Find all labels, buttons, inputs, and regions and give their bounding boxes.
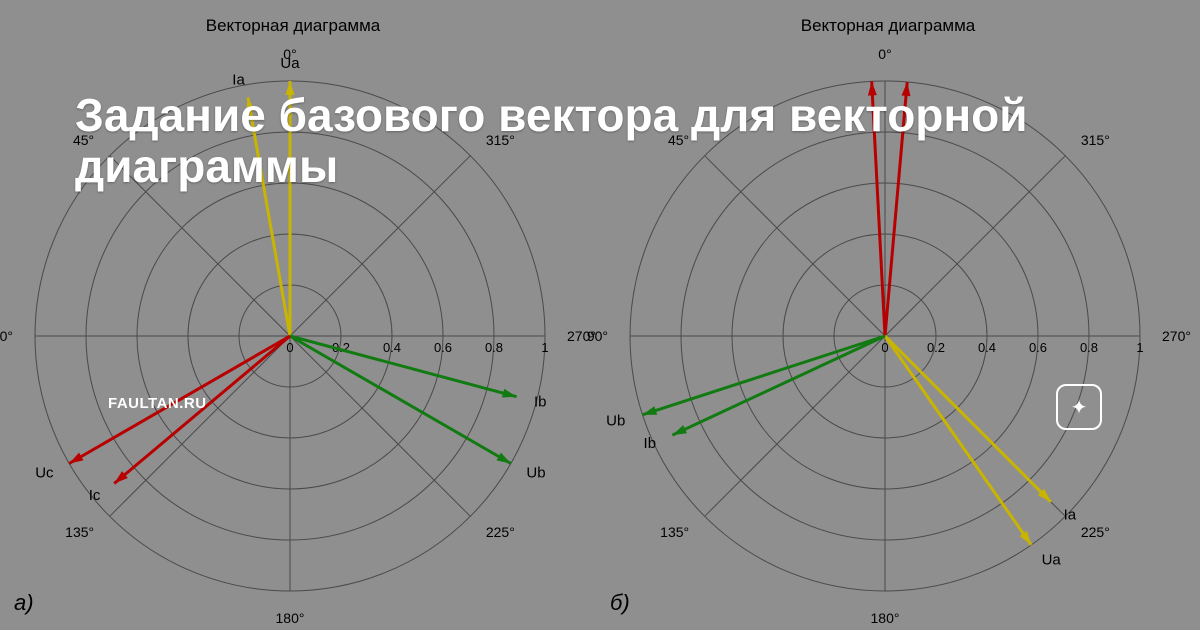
svg-text:0.4: 0.4 [383,340,401,355]
stage: 0°45°90°135°180°225°270°315°00.20.40.60.… [0,0,1200,630]
svg-text:0.2: 0.2 [927,340,945,355]
svg-text:0: 0 [881,340,888,355]
sparkle-glyph: ✦ [1071,395,1088,420]
svg-text:225°: 225° [486,524,515,540]
svg-text:0°: 0° [878,46,891,62]
svg-text:Uc: Uc [35,465,54,482]
svg-text:180°: 180° [871,610,900,626]
panel-label-left: а) [14,590,34,616]
svg-text:90°: 90° [587,328,608,344]
svg-text:270°: 270° [1162,328,1191,344]
svg-text:Ib: Ib [644,435,657,452]
svg-text:1: 1 [1136,340,1143,355]
svg-text:Ua: Ua [280,55,300,72]
svg-text:Ua: Ua [1042,552,1062,569]
watermark: FAULTAN.RU [108,395,207,412]
svg-text:315°: 315° [1081,132,1110,148]
svg-text:0.6: 0.6 [434,340,452,355]
svg-text:0.4: 0.4 [978,340,996,355]
panel-label-right: б) [610,590,630,616]
svg-text:90°: 90° [0,328,13,344]
svg-text:Ib: Ib [534,393,547,410]
svg-text:0.8: 0.8 [1080,340,1098,355]
svg-text:1: 1 [541,340,548,355]
svg-text:Ia: Ia [1064,507,1077,524]
svg-text:225°: 225° [1081,524,1110,540]
svg-text:0: 0 [286,340,293,355]
svg-text:Ic: Ic [89,487,101,504]
svg-text:180°: 180° [276,610,305,626]
svg-text:135°: 135° [660,524,689,540]
svg-text:0.6: 0.6 [1029,340,1047,355]
svg-text:0.8: 0.8 [485,340,503,355]
sparkle-badge-icon: ✦ [1056,384,1102,430]
chart-title-left: Векторная диаграмма [148,16,438,36]
svg-text:Ia: Ia [232,72,245,89]
chart-title-right: Векторная диаграмма [743,16,1033,36]
overlay-title: Задание базового вектора для векторной д… [75,90,1075,191]
svg-text:Ub: Ub [526,465,545,482]
svg-text:Ub: Ub [606,412,625,429]
svg-text:135°: 135° [65,524,94,540]
